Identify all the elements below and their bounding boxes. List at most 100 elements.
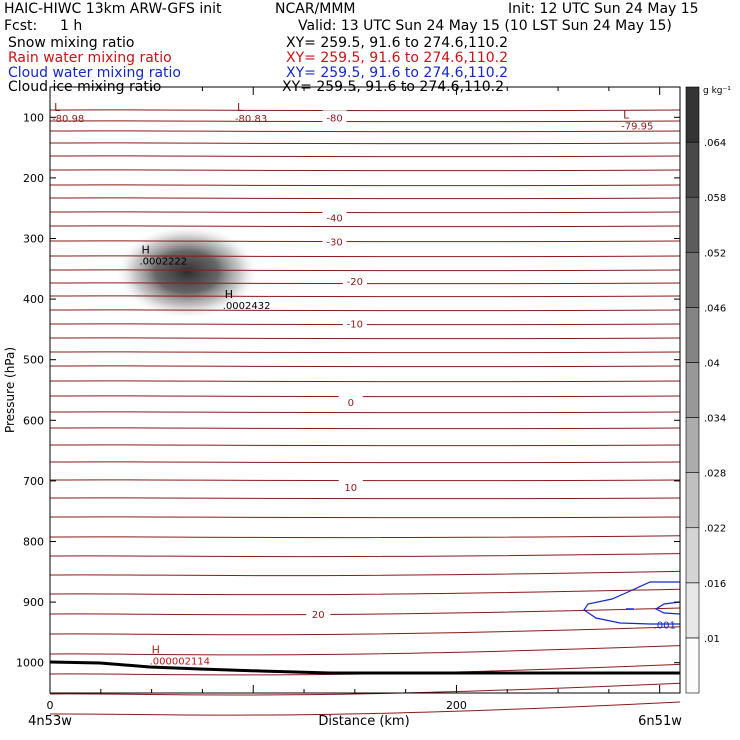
extremum-symbol: L: [623, 109, 630, 122]
extremum-symbol: H: [225, 288, 233, 301]
isotherm-line: [49, 411, 681, 414]
isotherm-line: [49, 497, 681, 500]
terrain-line: [49, 660, 680, 675]
field-name-cloud-water: Cloud water mixing ratio: [8, 65, 181, 81]
extremum-value: .001: [654, 620, 676, 631]
colorbar-bin: [685, 582, 700, 639]
extremum-value: -80.83: [235, 114, 267, 125]
isotherm-line: [49, 120, 681, 123]
colorbar-label: .01: [704, 634, 720, 645]
extremum-symbol: L: [54, 101, 61, 114]
isotherm-line: [49, 337, 681, 340]
isotherm-line: [49, 155, 681, 158]
cloud-water-contour-inner: [654, 601, 681, 615]
field-xy-cloud-water: XY= 259.5, 91.6 to 274.6,110.2: [286, 65, 509, 81]
isotherm-line: [49, 295, 681, 298]
colorbar-bin: [685, 417, 700, 473]
isotherm-line: [49, 607, 681, 616]
isotherm-line: [49, 211, 681, 214]
colorbar-label: .04: [704, 358, 720, 369]
y-tick-label: 700: [23, 475, 44, 488]
isotherm-line: [49, 197, 681, 200]
y-tick-label: 600: [23, 414, 44, 427]
colorbar-label: .022: [704, 524, 726, 535]
colorbar-label: .064: [704, 138, 726, 149]
contour-label-background: [322, 110, 347, 124]
colorbar-bin: [685, 307, 700, 363]
isotherm-label: -40: [326, 213, 342, 224]
y-tick-label: 900: [23, 596, 44, 609]
isotherm-line: [49, 323, 681, 326]
colorbar-label: .016: [704, 579, 726, 590]
isotherm-line: [49, 225, 681, 228]
isotherm-line: [49, 516, 681, 519]
field-xy-rain: XY= 259.5, 91.6 to 274.6,110.2: [286, 50, 509, 66]
colorbar-units: g kg⁻¹: [703, 86, 731, 96]
x-tick-label: 200: [446, 699, 467, 712]
isotherm-line: [49, 701, 681, 716]
isotherm-line: [49, 682, 681, 696]
isotherm-line: [49, 588, 681, 596]
model-title: HAIC-HIWC 13km ARW-GFS init: [4, 1, 222, 17]
isotherm-line: [49, 461, 681, 464]
isotherm-label: -80: [326, 113, 342, 124]
isotherm-line: [49, 351, 681, 354]
y-tick-label: 500: [23, 354, 44, 367]
extremum-value: -80.98: [52, 114, 84, 125]
isotherm-line: [49, 645, 681, 656]
colorbar-label: .058: [704, 193, 726, 204]
contour-label-background: [306, 607, 331, 621]
contour-label-background: [342, 316, 367, 330]
y-tick-label: 800: [23, 536, 44, 549]
isotherm-line: [49, 479, 681, 482]
isotherm-label: 20: [312, 610, 325, 621]
isotherm-line: [49, 240, 681, 243]
isotherm-line: [49, 130, 681, 133]
isotherm-line: [49, 255, 681, 258]
y-tick-label: 300: [23, 233, 44, 246]
x-axis-title: Distance (km): [318, 714, 409, 729]
isotherm-line: [49, 169, 681, 172]
extremum-symbol: L: [237, 101, 244, 114]
valid-time: Valid: 13 UTC Sun 24 May 15 (10 LST Sun …: [298, 18, 672, 34]
cloud-water-contour-outer: [583, 581, 680, 625]
isotherm-line: [49, 184, 681, 187]
isotherm-label: -30: [326, 238, 342, 249]
x-start-location: 4n53w: [28, 714, 72, 729]
isotherm-line: [49, 553, 681, 558]
isotherm-line: [49, 570, 681, 577]
colorbar-label: .046: [704, 303, 726, 314]
isotherm-line: [49, 142, 681, 145]
temperature-contours: [49, 109, 681, 716]
contour-label-background: [338, 395, 363, 409]
contour-label-background: [342, 273, 367, 287]
isotherm-label: 10: [344, 483, 357, 494]
extremum-symbol: H: [152, 644, 160, 657]
contour-label-background: [322, 234, 347, 248]
y-tick-label: 200: [23, 172, 44, 185]
isotherm-line: [49, 109, 681, 112]
isotherm-line: [49, 535, 681, 539]
snow-mixing-ratio-shading: [117, 226, 257, 318]
isotherm-line: [49, 282, 681, 285]
isotherm-line: [49, 309, 681, 312]
plot-frame: [49, 86, 681, 694]
colorbar-bin: [685, 637, 700, 694]
y-tick-label: 1000: [16, 657, 44, 670]
field-name-snow: Snow mixing ratio: [8, 35, 135, 51]
forecast-label: Fcst:: [4, 18, 38, 34]
isotherm-line: [49, 663, 681, 676]
y-axis-title: Pressure (hPa): [3, 347, 17, 433]
y-tick-label: 100: [23, 111, 44, 124]
colorbar-label: .034: [704, 414, 726, 425]
colorbar-label: .052: [704, 248, 726, 259]
organization-label: NCAR/MMM: [275, 1, 356, 17]
forecast-value: 1 h: [60, 18, 83, 34]
x-end-location: 6n51w: [638, 714, 682, 729]
isotherm-label: 0: [348, 398, 354, 409]
colorbar-bin: [685, 196, 700, 253]
